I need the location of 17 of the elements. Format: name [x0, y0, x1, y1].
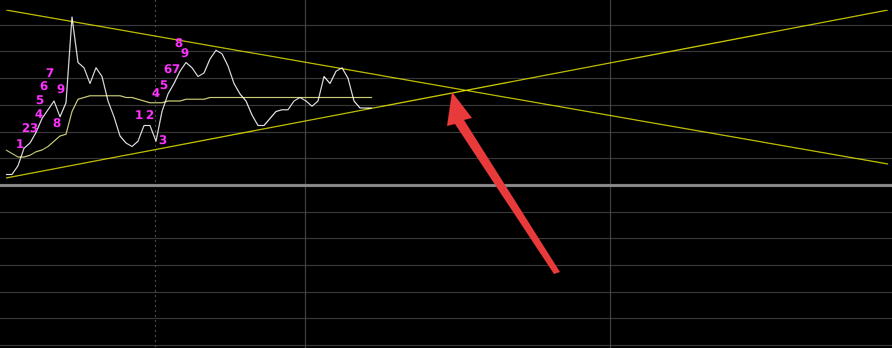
annotation: 9	[180, 46, 190, 60]
annotation: 8	[52, 116, 62, 130]
annotation: 3	[30, 121, 38, 136]
annotation: 5	[36, 93, 44, 108]
annotation: 1	[16, 137, 24, 152]
annotation: 1	[134, 108, 144, 122]
annotation: 6	[164, 62, 172, 76]
annotation: 2	[22, 121, 30, 136]
annotation: 7	[172, 62, 180, 76]
annotation: 2	[146, 108, 154, 122]
annotation: 5	[160, 78, 168, 92]
annotation: 3	[158, 133, 168, 148]
annotation: 4	[152, 86, 160, 100]
annotation: 6	[40, 79, 48, 94]
annotation: 9	[56, 82, 66, 96]
annotation: 4	[34, 107, 44, 122]
annotation: 7	[46, 66, 54, 80]
